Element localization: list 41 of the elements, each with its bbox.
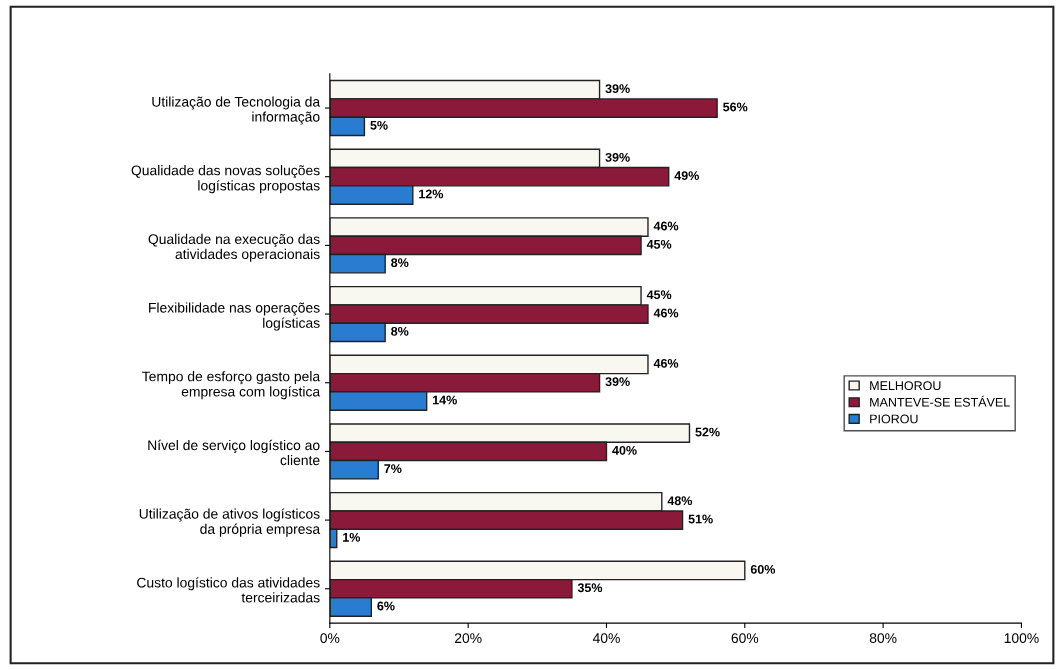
data-label: 45% <box>646 239 672 249</box>
x-tick-label: 80% <box>869 633 897 644</box>
y-tick-label: Tempo de esforço gasto pela empresa com logística <box>142 371 321 400</box>
data-label: 46% <box>653 308 679 318</box>
data-label: 48% <box>667 496 693 506</box>
data-label: 35% <box>577 583 603 593</box>
data-label: 39% <box>605 377 630 387</box>
legend-label: MANTEVE-SE ESTÁVEL <box>870 395 1010 407</box>
y-tick-label: Custo logístico das atividades terceirizadas <box>137 577 320 603</box>
data-label: 39% <box>605 84 630 94</box>
data-label: 49% <box>674 171 699 181</box>
data-label: 45% <box>646 290 672 300</box>
y-tick-label: Flexibilidade nas operações logísticas <box>149 302 320 331</box>
data-label: 52% <box>695 427 720 437</box>
data-label: 39% <box>605 152 630 162</box>
x-tick-label: 60% <box>731 633 759 644</box>
y-tick-label: Utilização de Tecnologia da informação <box>152 96 321 125</box>
data-label: 6% <box>377 601 395 611</box>
y-tick-label: Qualidade das novas soluções logísticas propostas <box>131 165 320 194</box>
legend-label: PIOROU <box>870 414 918 424</box>
y-tick-label: Nível de serviço logístico ao cliente <box>148 439 320 466</box>
data-label: 8% <box>391 258 409 268</box>
data-label: 60% <box>750 564 776 574</box>
data-label: 8% <box>391 326 409 336</box>
legend-label: MELHOROU <box>870 381 941 391</box>
x-tick-label: 20% <box>454 633 482 644</box>
data-label: 5% <box>370 120 388 130</box>
data-label: 56% <box>723 102 748 112</box>
x-tick-label: 0% <box>320 633 340 644</box>
data-label: 40% <box>612 445 637 455</box>
y-tick-label: Qualidade na execução das atividades operacionais <box>148 233 320 262</box>
data-label: 1% <box>343 532 361 542</box>
data-label: 46% <box>653 358 679 368</box>
data-label: 46% <box>653 221 679 231</box>
x-tick-label: 100% <box>1004 633 1039 644</box>
data-label: 14% <box>433 395 457 405</box>
y-tick-label: Utilização de ativos logísticos da própria empresa <box>139 508 321 537</box>
data-label: 7% <box>384 464 402 474</box>
data-label: 12% <box>419 189 444 199</box>
x-tick-label: 40% <box>592 633 620 644</box>
data-label: 51% <box>688 514 713 524</box>
